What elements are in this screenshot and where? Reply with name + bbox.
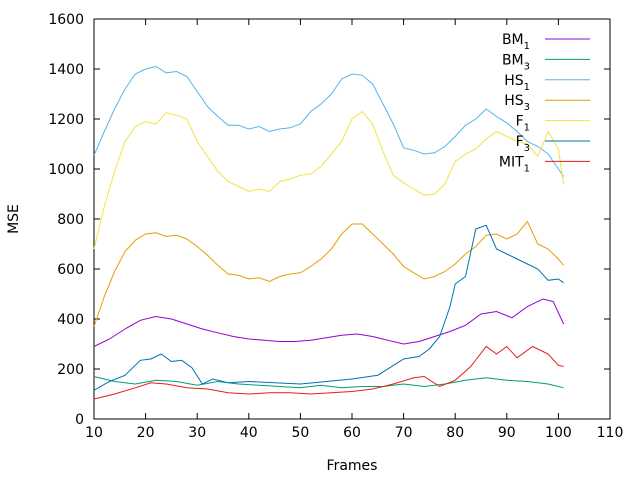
legend-label: MIT1 [499, 154, 530, 174]
y-tick-label: 600 [57, 262, 84, 278]
y-tick-label: 1000 [48, 162, 84, 178]
legend-label: BM3 [502, 52, 530, 72]
legend-item: MIT1 [499, 154, 590, 174]
x-tick-label: 60 [343, 425, 361, 441]
y-tick-label: 200 [57, 362, 84, 378]
series-line-mit-1 [93, 345, 564, 400]
legend-item: HS3 [504, 93, 590, 113]
x-tick-label: 100 [545, 425, 572, 441]
y-tick-label: 800 [57, 212, 84, 228]
legend-item: HS1 [504, 73, 590, 93]
legend-label: F3 [516, 134, 530, 154]
x-tick-label: 10 [85, 425, 103, 441]
axis-ticks: 10 20 30 40 50 60 70 80 90 100 110 0 200 400 600 800 100… [48, 12, 623, 441]
legend-label: HS3 [504, 93, 530, 113]
legend-label: BM1 [502, 32, 530, 52]
x-axis-label: Frames [327, 458, 378, 474]
y-tick-label: 1400 [48, 62, 84, 78]
legend-item: F1 [516, 114, 590, 134]
series-line-f-3 [93, 224, 564, 391]
series-layer [93, 65, 565, 400]
x-tick-label: 30 [188, 425, 206, 441]
series-line-bm-3 [93, 376, 564, 389]
series-line-hs-1 [93, 65, 565, 177]
x-tick-label: 20 [137, 425, 155, 441]
legend-item: F3 [516, 134, 590, 154]
series-line-bm-1 [93, 298, 565, 347]
plot-frame [93, 18, 611, 420]
x-tick-label: 80 [446, 425, 464, 441]
x-tick-label: 110 [597, 425, 624, 441]
series-line-hs-3 [93, 220, 564, 327]
x-tick-label: 40 [240, 425, 258, 441]
legend-item: BM1 [502, 32, 590, 52]
x-tick-label: 50 [291, 425, 309, 441]
legend-item: BM3 [502, 52, 590, 72]
y-tick-label: 1200 [48, 112, 84, 128]
series-line-f-1 [93, 110, 565, 250]
x-tick-label: 90 [498, 425, 516, 441]
y-axis-label: MSE [6, 204, 22, 234]
y-tick-label: 400 [57, 312, 84, 328]
legend-label: F1 [516, 114, 530, 134]
y-tick-label: 0 [75, 412, 84, 428]
x-tick-label: 70 [395, 425, 413, 441]
legend-label: HS1 [504, 73, 530, 93]
y-tick-label: 1600 [48, 12, 84, 28]
